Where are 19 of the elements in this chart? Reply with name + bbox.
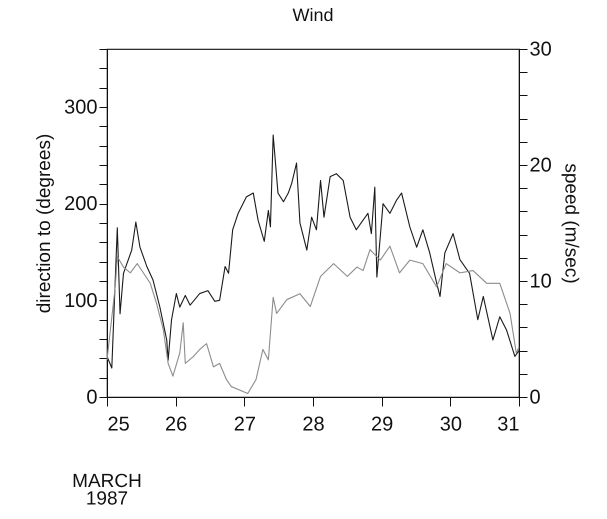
y-tick-label: 200 <box>64 193 98 216</box>
x-tick-label: 29 <box>371 414 394 436</box>
y-tick-label: 300 <box>64 96 98 118</box>
y-tick-label: 0 <box>86 386 98 408</box>
y2-tick-label: 30 <box>530 38 552 60</box>
chart-title: Wind <box>292 5 334 25</box>
y2-tick-label: 0 <box>530 386 541 408</box>
y2-tick-label: 10 <box>530 270 552 292</box>
x-tick-label: 25 <box>108 414 130 436</box>
y2-axis-title: speed (m/sec) <box>560 163 582 284</box>
x-tick-label: 31 <box>497 414 520 436</box>
x-tick-label: 28 <box>302 414 325 436</box>
x-tick-label: 30 <box>440 414 462 436</box>
y2-tick-label: 20 <box>530 154 552 176</box>
y-axis-title: direction to (degrees) <box>34 134 56 314</box>
x-tick-label: 27 <box>234 414 256 436</box>
y-tick-label: 100 <box>64 290 98 312</box>
line-series <box>106 246 520 394</box>
x-tick-label: 26 <box>165 414 188 436</box>
